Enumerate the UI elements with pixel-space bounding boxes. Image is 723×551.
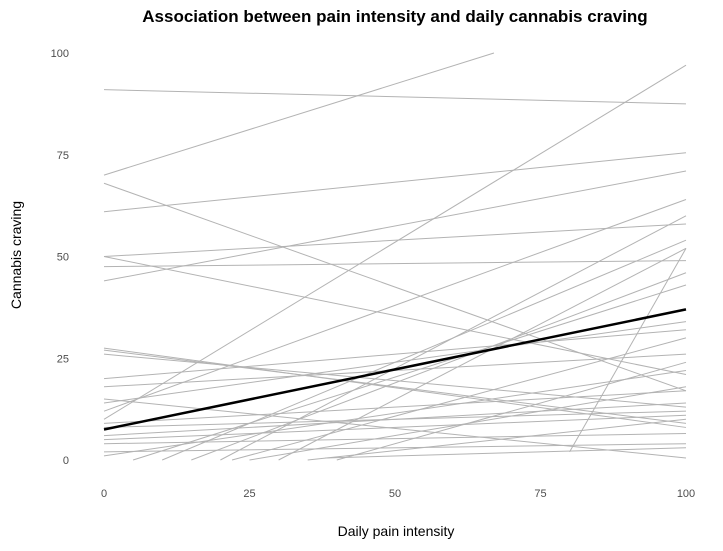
series-line-14	[103, 64, 687, 420]
series-lines	[103, 52, 687, 461]
series-line-3	[103, 152, 687, 213]
x-tick-75: 75	[534, 488, 546, 500]
series-line-4	[103, 182, 687, 392]
series-line-34	[336, 361, 687, 461]
x-axis-label: Daily pain intensity	[338, 523, 455, 539]
series-line-7	[103, 170, 687, 282]
series-line-1	[103, 52, 495, 176]
x-tick-50: 50	[389, 488, 401, 500]
series-line-29	[231, 337, 687, 461]
series-line-6	[103, 260, 687, 268]
y-tick-100: 100	[51, 48, 69, 60]
series-line-18	[103, 433, 687, 445]
series-line-25	[132, 284, 687, 461]
series-line-8	[103, 256, 687, 376]
series-line-35	[569, 248, 687, 453]
x-tick-100: 100	[677, 488, 695, 500]
series-line-10	[103, 353, 687, 408]
series-line-31	[278, 247, 687, 461]
series-line-33	[325, 447, 687, 459]
series-line-23	[103, 402, 687, 437]
series-line-19	[103, 443, 687, 453]
y-tick-25: 25	[57, 353, 69, 365]
series-line-24	[103, 349, 687, 424]
x-tick-25: 25	[243, 488, 255, 500]
average-line	[103, 308, 687, 431]
series-line-17	[103, 414, 687, 441]
series-line-5	[103, 223, 687, 257]
y-tick-75: 75	[57, 150, 69, 162]
series-line-15	[103, 390, 687, 424]
series-line-20	[103, 369, 687, 457]
y-axis-label: Cannabis craving	[8, 201, 24, 309]
series-line-26	[162, 239, 687, 461]
series-line-28	[220, 215, 687, 461]
x-tick-0: 0	[101, 488, 107, 500]
y-tick-50: 50	[57, 252, 69, 264]
y-tick-0: 0	[63, 455, 69, 467]
series-line-11	[103, 329, 687, 380]
series-line-13	[103, 199, 687, 412]
y-tick-labels: 0 25 50 75 100	[51, 48, 69, 467]
series-line-27	[191, 272, 687, 461]
average-line-layer	[103, 308, 687, 431]
x-tick-labels: 0 25 50 75 100	[101, 488, 695, 500]
series-line-2	[103, 89, 687, 105]
series-line-32	[307, 418, 687, 461]
chart-title: Association between pain intensity and d…	[142, 7, 647, 26]
